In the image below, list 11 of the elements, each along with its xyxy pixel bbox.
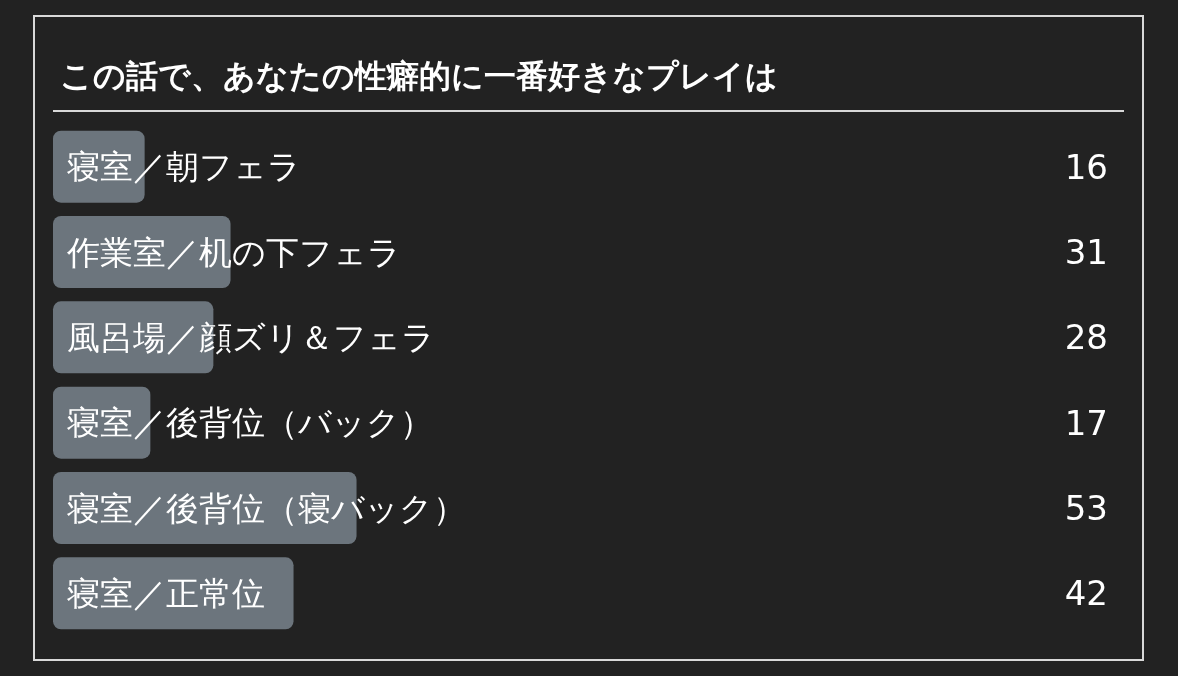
chart-title: この話で、あなたの性癖的に一番好きなプレイは: [60, 57, 778, 95]
data-label: 17: [1064, 402, 1108, 443]
y-tick-label: 寝室／正常位: [67, 573, 265, 613]
y-tick-label: 作業室／机の下フェラ: [66, 232, 401, 272]
data-label: 16: [1064, 146, 1108, 187]
data-label: 42: [1064, 573, 1108, 614]
data-label: 28: [1064, 317, 1108, 358]
data-label: 31: [1064, 232, 1108, 272]
data-label: 53: [1064, 488, 1108, 528]
y-tick-label: 寝室／朝フェラ: [67, 147, 301, 187]
y-tick-label: 風呂場／顔ズリ＆フェラ: [67, 317, 435, 357]
